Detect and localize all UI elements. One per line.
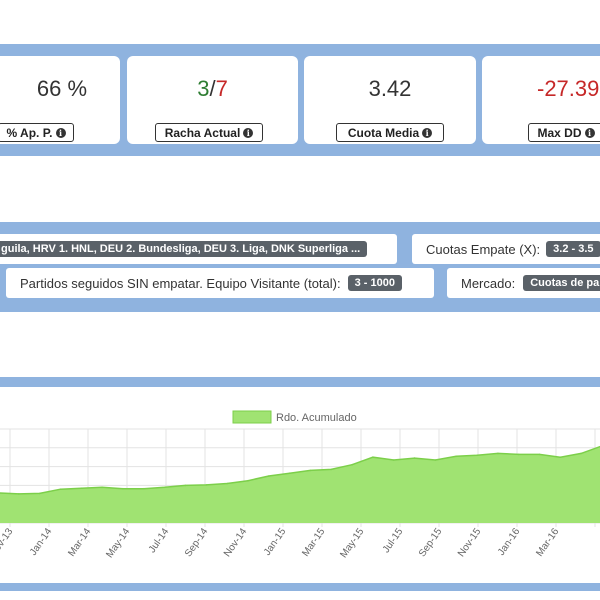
streak-button[interactable]: Racha Actual i — [155, 123, 263, 142]
data-point — [59, 488, 62, 490]
info-icon: i — [55, 127, 66, 138]
x-tick-label: Sep-15 — [417, 526, 445, 559]
data-point — [330, 468, 333, 471]
data-point — [184, 484, 187, 487]
data-point — [580, 452, 582, 455]
data-point — [143, 487, 145, 490]
line-series-rdo-acumulado — [0, 445, 600, 495]
x-tick-label: Jul-14 — [147, 526, 172, 555]
draw-odds-label: Cuotas Empate (X): — [426, 241, 541, 257]
no-draw-streak-label: Partidos seguidos SIN empatar. Equipo Vi… — [20, 275, 341, 291]
data-point — [559, 456, 562, 458]
x-tick-label: Mar-14 — [66, 526, 93, 559]
leagues-tag: guila, HRV 1. HNL, DEU 2. Bundesliga, DE… — [0, 241, 368, 257]
x-tick-label: Nov-13 — [0, 526, 16, 559]
x-tick-label: May-14 — [104, 526, 132, 560]
max-dd-label: Max DD — [537, 125, 582, 140]
x-tick-label: Jan-15 — [262, 526, 289, 558]
info-icon: i — [584, 127, 595, 138]
x-tick-label: Sep-14 — [183, 526, 211, 559]
data-point — [392, 459, 395, 461]
win-pct-label: % Ap. P. — [6, 125, 53, 140]
filters-band: guila, HRV 1. HNL, DEU 2. Bundesliga, DE… — [0, 222, 600, 312]
data-point — [476, 454, 478, 457]
streak-separator: / — [209, 76, 216, 101]
data-point — [80, 487, 83, 489]
data-point — [455, 455, 458, 458]
streak-current: 3 — [197, 76, 210, 101]
stat-card-streak: 3/7 Racha Actual i — [127, 56, 298, 144]
avg-odds-button[interactable]: Cuota Media i — [336, 123, 444, 142]
data-point — [247, 479, 249, 482]
streak-label: Racha Actual — [164, 125, 241, 140]
data-point — [122, 487, 124, 490]
data-point — [268, 475, 270, 477]
info-icon: i — [422, 127, 433, 138]
avg-odds-label: Cuota Media — [347, 125, 420, 140]
x-tick-label: Nov-15 — [456, 526, 484, 559]
data-point — [517, 453, 520, 456]
x-tick-label: Jan-16 — [496, 526, 523, 558]
stat-card-avg-odds: 3.42 Cuota Media i — [304, 56, 476, 144]
streak-max: 7 — [215, 76, 228, 101]
no-draw-streak-tag: 3 - 1000 — [347, 275, 402, 291]
no-draw-streak-filter[interactable]: Partidos seguidos SIN empatar. Equipo Vi… — [6, 268, 434, 298]
market-label: Mercado: — [461, 275, 516, 291]
data-point — [434, 459, 437, 461]
x-tick-label: Nov-14 — [222, 526, 250, 559]
win-pct-value: 66 % — [36, 76, 88, 101]
data-point — [205, 484, 208, 486]
data-point — [413, 457, 416, 459]
data-point — [538, 453, 541, 456]
draw-odds-tag: 3.2 - 3.5 — [546, 241, 600, 257]
stat-card-max-dd: -27.39 Max DD i — [482, 56, 600, 144]
data-point — [18, 493, 20, 495]
data-point — [351, 463, 353, 466]
max-dd-number: -27.39 — [537, 76, 600, 101]
legend-swatch — [232, 410, 272, 424]
stat-card-win-pct: 66 % % Ap. P. i — [0, 56, 120, 144]
data-point — [372, 456, 374, 458]
data-point — [38, 492, 41, 495]
data-point — [101, 486, 103, 489]
x-tick-label: Mar-16 — [534, 526, 561, 559]
market-filter[interactable]: Mercado: Cuotas de pa — [447, 268, 600, 298]
chart-band: Nov-13 Jan-14 Mar-14 May-14 Jul-14 Sep-14 Nov-… — [0, 377, 600, 591]
accumulated-result-chart: Nov-13 Jan-14 Mar-14 May-14 Jul-14 Sep-14 Nov-… — [0, 410, 600, 560]
data-point — [288, 472, 291, 474]
info-icon: i — [243, 127, 254, 138]
data-point — [497, 452, 499, 455]
streak-value: 3/7 — [127, 76, 298, 102]
max-dd-button[interactable]: Max DD i — [528, 123, 600, 142]
max-dd-value: -27.39 — [537, 76, 600, 102]
data-point — [309, 469, 312, 472]
legend-label: Rdo. Acumulado — [276, 412, 357, 424]
data-point — [226, 482, 228, 485]
x-tick-label: Jan-14 — [28, 526, 55, 558]
x-tick-label: May-15 — [338, 526, 366, 560]
chart-panel: Nov-13 Jan-14 Mar-14 May-14 Jul-14 Sep-14 Nov-… — [0, 387, 600, 583]
draw-odds-filter[interactable]: Cuotas Empate (X): 3.2 - 3.5 — [412, 234, 600, 264]
win-pct-button[interactable]: % Ap. P. i — [0, 123, 74, 142]
x-tick-label: Jul-15 — [381, 526, 406, 555]
area-series-rdo-acumulado — [0, 446, 600, 523]
leagues-filter[interactable]: guila, HRV 1. HNL, DEU 2. Bundesliga, DE… — [0, 234, 397, 264]
avg-odds-value: 3.42 — [368, 76, 412, 101]
market-tag: Cuotas de pa — [523, 275, 600, 291]
x-tick-label: Mar-15 — [300, 526, 327, 559]
data-point — [163, 486, 166, 489]
stats-band: 66 % % Ap. P. i 3/7 Racha Actual i 3.42 … — [0, 44, 600, 156]
